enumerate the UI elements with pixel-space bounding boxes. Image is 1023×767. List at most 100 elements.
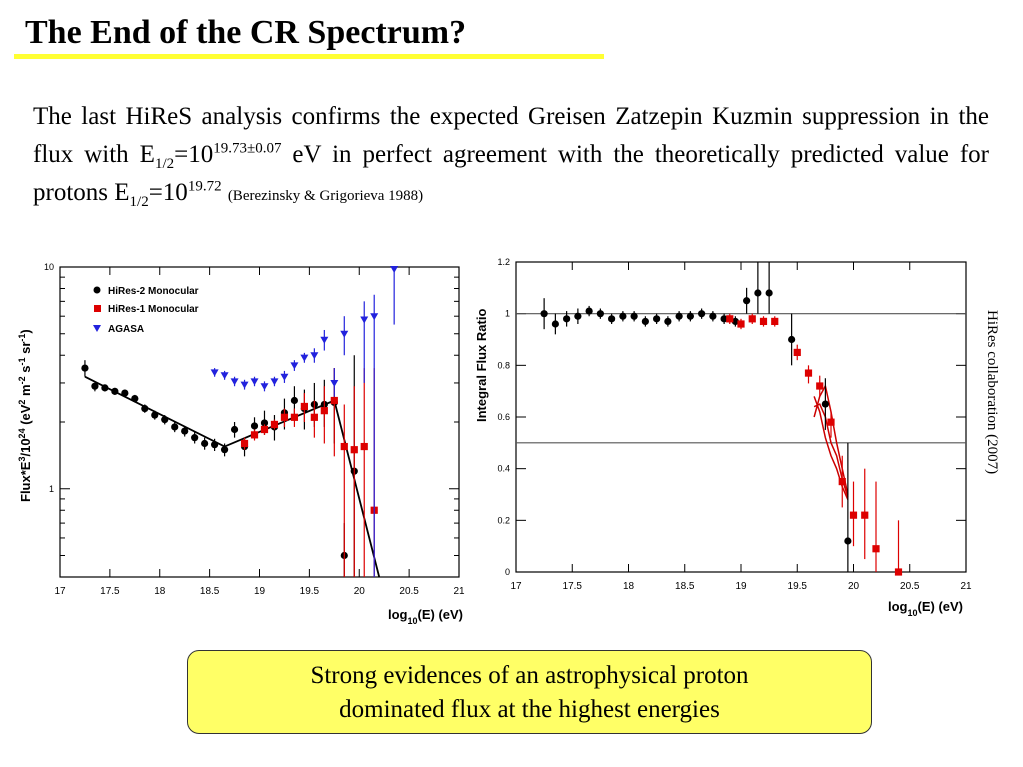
data-point	[709, 312, 717, 320]
body-sup-1: 19.73±0.07	[213, 140, 282, 157]
data-point	[230, 378, 239, 386]
data-point	[551, 320, 559, 328]
data-point	[894, 568, 903, 576]
data-point	[220, 372, 229, 380]
legend-marker-agasa	[93, 325, 101, 332]
data-point	[390, 265, 399, 273]
ratio-chart-marks	[516, 262, 966, 576]
data-point	[788, 335, 796, 344]
data-point	[340, 330, 349, 338]
ylabel-part: )	[18, 329, 33, 333]
data-point	[849, 511, 858, 519]
data-point	[737, 320, 745, 328]
data-point	[630, 312, 638, 320]
legend-label-hires1: HiRes-1 Monocular	[108, 304, 199, 315]
x-tick-label: 19	[254, 586, 266, 597]
collaboration-note-text: HiRes collaboration (2007)	[984, 310, 1000, 475]
data-point	[250, 378, 259, 386]
data-point	[330, 379, 339, 387]
y-tick-label: 10	[44, 262, 54, 272]
y-tick-label: 0.8	[497, 360, 510, 370]
data-point	[641, 317, 649, 326]
data-point	[310, 413, 318, 421]
x-tick-label: 18	[623, 581, 635, 592]
body-part-1: The last HiReS analysis confirms the exp…	[33, 103, 989, 168]
data-point	[151, 411, 159, 419]
x-tick-label: 17	[54, 586, 66, 597]
body-paragraph: The last HiReS analysis confirms the exp…	[33, 98, 989, 215]
data-point	[250, 422, 259, 430]
ylabel-part: /10	[18, 438, 33, 456]
x-tick-label: 19.5	[300, 586, 320, 597]
data-point	[290, 362, 299, 370]
data-point	[821, 400, 829, 408]
data-point	[111, 387, 119, 395]
flux-chart-xlabel: log10(E) (eV)	[388, 607, 463, 626]
flux-chart-marks	[81, 265, 399, 578]
body-sub-1: 1/2	[154, 156, 175, 172]
flux-chart-ticks: 17 17.5 18 18.5 19 19.5 20 20.5 21 1 10	[44, 262, 465, 597]
data-point	[754, 289, 762, 297]
data-point	[653, 315, 661, 323]
legend-label-hires2: HiRes-2 Monocular	[108, 286, 199, 297]
data-point	[141, 404, 149, 413]
data-point	[290, 413, 299, 421]
x-tick-label: 17	[510, 581, 522, 592]
x-tick-label: 20	[848, 581, 860, 592]
data-point	[350, 446, 358, 454]
data-point	[793, 348, 801, 357]
y-tick-label: 0.4	[497, 464, 510, 474]
y-tick-label: 1	[49, 484, 54, 494]
flux-chart-legend: HiRes-2 Monocular HiRes-1 Monocular AGAS…	[93, 286, 199, 335]
data-point	[540, 310, 548, 318]
data-point	[360, 442, 368, 451]
data-point	[664, 317, 672, 326]
data-point	[161, 416, 169, 424]
data-point	[872, 545, 880, 553]
ylabel-part: s	[18, 366, 33, 377]
data-point	[230, 425, 239, 434]
data-point	[81, 364, 89, 372]
data-point	[596, 310, 604, 318]
conclusion-box: Strong evidences of an astrophysical pro…	[187, 650, 872, 734]
data-point	[310, 352, 319, 360]
data-point	[181, 427, 189, 435]
x-tick-label: 17.5	[100, 586, 120, 597]
data-point	[210, 369, 219, 377]
data-point	[748, 315, 756, 323]
y-tick-label: 1	[505, 309, 510, 319]
xlabel-part: 10	[408, 616, 418, 626]
data-point	[585, 307, 593, 315]
data-point	[330, 396, 338, 405]
data-point	[270, 378, 279, 386]
flux-chart-frame	[59, 266, 460, 578]
x-tick-label: 21	[960, 581, 972, 592]
data-point	[300, 354, 309, 362]
data-point	[743, 297, 751, 305]
ylabel-part: -1	[17, 334, 27, 342]
ylabel-part: -2	[17, 376, 27, 384]
data-point	[240, 381, 249, 389]
data-point	[765, 289, 773, 297]
ylabel-part: 2	[17, 400, 27, 405]
data-point	[675, 312, 683, 320]
data-point	[260, 425, 269, 434]
data-point	[731, 317, 739, 326]
legend-marker-hires1	[94, 305, 101, 312]
x-tick-label: 17.5	[563, 581, 583, 592]
data-point	[340, 442, 348, 451]
data-point	[370, 313, 379, 321]
data-point	[771, 317, 779, 326]
xlabel-part: (E) (eV)	[918, 599, 964, 614]
data-point	[726, 315, 734, 323]
data-point	[320, 407, 328, 415]
body-sub-2: 1/2	[129, 194, 149, 210]
data-point	[121, 389, 129, 397]
ylabel-part: -1	[17, 358, 27, 366]
flux-chart-ylabel: Flux*E3/1024 (eV2 m-2 s-1 sr-1)	[17, 329, 33, 502]
y-tick-label: 0.6	[497, 412, 510, 422]
data-point	[250, 431, 259, 439]
x-tick-label: 20	[354, 586, 366, 597]
x-tick-label: 20.5	[900, 581, 920, 592]
